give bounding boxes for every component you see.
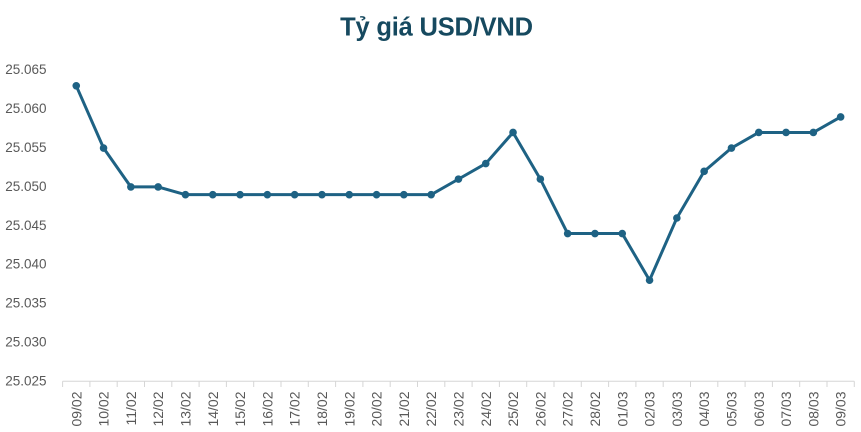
- svg-text:23/02: 23/02: [450, 391, 466, 426]
- svg-text:24/02: 24/02: [478, 391, 494, 426]
- svg-text:25.040: 25.040: [5, 257, 46, 272]
- svg-text:25.035: 25.035: [5, 296, 46, 311]
- svg-text:26/02: 26/02: [532, 391, 548, 426]
- svg-text:22/02: 22/02: [423, 391, 439, 426]
- svg-text:09/03: 09/03: [833, 391, 849, 426]
- svg-text:25.065: 25.065: [5, 62, 46, 77]
- svg-text:25.025: 25.025: [5, 374, 46, 389]
- svg-text:07/03: 07/03: [778, 391, 794, 426]
- svg-text:09/02: 09/02: [68, 391, 84, 426]
- svg-text:17/02: 17/02: [287, 391, 303, 426]
- svg-text:19/02: 19/02: [341, 391, 357, 426]
- svg-text:25.060: 25.060: [5, 101, 46, 116]
- svg-text:02/03: 02/03: [642, 391, 658, 426]
- svg-text:18/02: 18/02: [314, 391, 330, 426]
- svg-text:15/02: 15/02: [232, 391, 248, 426]
- svg-text:21/02: 21/02: [396, 391, 412, 426]
- svg-text:04/03: 04/03: [696, 391, 712, 426]
- svg-text:25.050: 25.050: [5, 179, 46, 194]
- svg-text:11/02: 11/02: [123, 391, 139, 425]
- svg-text:14/02: 14/02: [205, 391, 221, 426]
- svg-text:25.030: 25.030: [5, 335, 46, 350]
- svg-text:25.045: 25.045: [5, 218, 46, 233]
- svg-text:13/02: 13/02: [177, 391, 193, 426]
- svg-text:16/02: 16/02: [259, 391, 275, 426]
- svg-text:12/02: 12/02: [150, 391, 166, 426]
- svg-text:05/03: 05/03: [723, 391, 739, 426]
- svg-text:25.055: 25.055: [5, 140, 46, 155]
- svg-text:06/03: 06/03: [751, 391, 767, 426]
- svg-text:25/02: 25/02: [505, 391, 521, 426]
- svg-text:28/02: 28/02: [587, 391, 603, 426]
- svg-text:Tỷ giá USD/VND: Tỷ giá USD/VND: [340, 14, 533, 42]
- svg-text:08/03: 08/03: [805, 391, 821, 426]
- svg-text:27/02: 27/02: [560, 391, 576, 426]
- svg-text:10/02: 10/02: [96, 391, 112, 426]
- svg-text:03/03: 03/03: [669, 391, 685, 426]
- svg-text:01/03: 01/03: [614, 391, 630, 426]
- svg-text:20/02: 20/02: [369, 391, 385, 426]
